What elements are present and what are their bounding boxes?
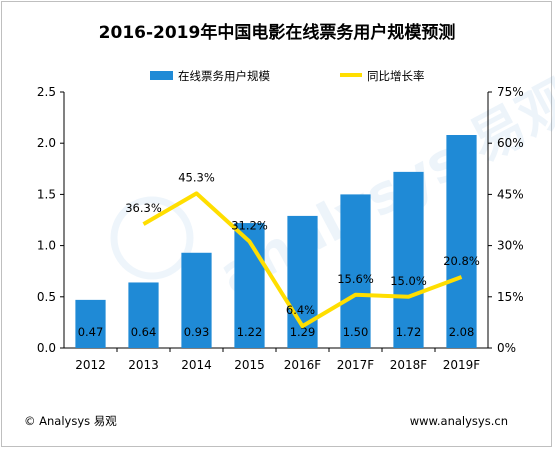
growth-line: 36.3% 45.3% 31.2% 6.4% 15.6% 15.0% 20.8% <box>125 170 480 329</box>
x-tick-label: 2019F <box>443 358 481 372</box>
y-left-tick-label: 1.5 <box>37 187 56 201</box>
y-right-tick-label: 15% <box>497 290 524 304</box>
footer-website: www.analysys.cn <box>410 414 508 428</box>
growth-value-label: 15.0% <box>390 274 427 288</box>
legend: 在线票务用户规模 同比增长率 <box>150 69 425 83</box>
growth-value-label: 15.6% <box>337 272 374 286</box>
x-tick-label: 2015 <box>234 358 265 372</box>
growth-value-label: 20.8% <box>443 254 480 268</box>
x-tick-label: 2017F <box>337 358 375 372</box>
bar-value-label: 1.50 <box>343 325 369 339</box>
bar <box>181 252 212 348</box>
chart-title: 2016-2019年中国电影在线票务用户规模预测 <box>99 22 456 43</box>
watermark: analysys 易观 <box>110 68 555 307</box>
x-tick-label: 2018F <box>390 358 428 372</box>
bar <box>340 194 371 348</box>
bar-value-label: 1.72 <box>396 325 422 339</box>
y-left-tick-label: 2.5 <box>37 85 56 99</box>
x-tick-label: 2014 <box>181 358 212 372</box>
legend-swatch-bar <box>150 71 173 80</box>
legend-label-line: 同比增长率 <box>367 69 425 83</box>
y-left-tick-label: 2.0 <box>37 136 56 150</box>
growth-value-label: 36.3% <box>125 201 162 215</box>
growth-value-label: 6.4% <box>286 303 315 317</box>
bar-value-label: 1.29 <box>290 325 316 339</box>
bar-value-label: 2.08 <box>449 325 475 339</box>
growth-value-label: 31.2% <box>231 219 268 233</box>
bar-value-label: 1.22 <box>237 325 263 339</box>
y-right-tick-label: 0% <box>497 341 516 355</box>
x-tick-label: 2013 <box>128 358 159 372</box>
y-right-tick-label: 60% <box>497 136 524 150</box>
y-left-tick-label: 0.5 <box>37 290 56 304</box>
bar-value-label: 0.93 <box>184 325 210 339</box>
y-right-tick-label: 30% <box>497 239 524 253</box>
x-tick-label: 2016F <box>284 358 322 372</box>
growth-value-label: 45.3% <box>178 170 215 184</box>
bar <box>128 282 159 348</box>
legend-label-bar: 在线票务用户规模 <box>178 69 270 83</box>
bar <box>393 171 424 348</box>
y-right-tick-label: 75% <box>497 85 524 99</box>
footer-copyright: © Analysys 易观 <box>24 414 117 428</box>
bar <box>75 299 106 348</box>
x-tick-label: 2012 <box>75 358 106 372</box>
bar <box>446 135 477 348</box>
y-left-tick-label: 0.0 <box>37 341 56 355</box>
ticks: 0.0 0.5 1.0 1.5 2.0 2.5 0% 15% 30% 45% 60% 75% 2012 2… <box>37 85 524 372</box>
y-right-tick-label: 45% <box>497 187 524 201</box>
bar-value-label: 0.47 <box>78 325 104 339</box>
bar-value-label: 0.64 <box>131 325 157 339</box>
bars: 0.47 0.64 0.93 1.22 1.29 1.50 1.72 2.08 <box>75 135 477 348</box>
y-left-tick-label: 1.0 <box>37 239 56 253</box>
